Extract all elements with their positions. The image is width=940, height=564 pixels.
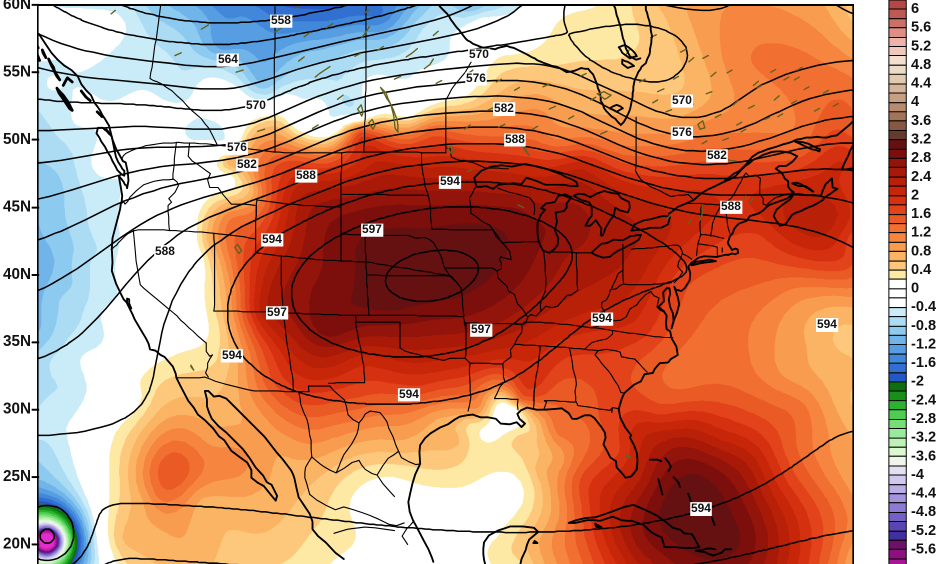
svg-text:4.4: 4.4: [911, 76, 932, 92]
svg-text:-2.4: -2.4: [911, 392, 937, 408]
svg-text:-2.8: -2.8: [911, 411, 936, 427]
svg-text:0.8: 0.8: [911, 243, 931, 259]
svg-text:588: 588: [155, 244, 175, 258]
svg-text:594: 594: [262, 232, 282, 246]
svg-text:594: 594: [222, 348, 242, 362]
svg-text:564: 564: [218, 52, 238, 66]
svg-text:40N: 40N: [3, 266, 31, 283]
svg-text:594: 594: [399, 387, 419, 401]
svg-text:-1.2: -1.2: [911, 336, 936, 352]
svg-text:594: 594: [817, 317, 837, 331]
svg-text:594: 594: [592, 311, 612, 325]
svg-text:0.4: 0.4: [911, 262, 932, 278]
svg-text:588: 588: [721, 199, 741, 213]
svg-text:2: 2: [911, 187, 919, 203]
svg-text:55N: 55N: [3, 63, 31, 80]
svg-text:558: 558: [271, 13, 291, 27]
svg-text:-4: -4: [911, 467, 925, 483]
svg-text:-4.8: -4.8: [911, 504, 936, 520]
svg-text:4: 4: [911, 94, 920, 110]
svg-text:30N: 30N: [3, 401, 31, 418]
svg-text:570: 570: [469, 47, 489, 61]
svg-text:-0.4: -0.4: [911, 299, 937, 315]
svg-text:4.8: 4.8: [911, 57, 931, 73]
svg-text:-1.6: -1.6: [911, 355, 936, 371]
svg-text:570: 570: [672, 93, 692, 107]
svg-text:-2: -2: [911, 374, 924, 390]
svg-text:-3.2: -3.2: [911, 430, 936, 446]
svg-text:582: 582: [237, 157, 257, 171]
svg-text:597: 597: [471, 322, 491, 336]
svg-text:-3.6: -3.6: [911, 448, 936, 464]
svg-text:-5.2: -5.2: [911, 523, 936, 539]
svg-text:2.4: 2.4: [911, 169, 932, 185]
svg-text:45N: 45N: [3, 198, 31, 215]
svg-text:3.2: 3.2: [911, 132, 931, 148]
svg-text:20N: 20N: [3, 536, 31, 553]
svg-text:2.8: 2.8: [911, 150, 931, 166]
svg-text:25N: 25N: [3, 468, 31, 485]
svg-text:582: 582: [494, 101, 514, 115]
svg-text:3.6: 3.6: [911, 113, 931, 129]
svg-text:597: 597: [267, 305, 287, 319]
svg-text:576: 576: [672, 125, 692, 139]
svg-text:1.6: 1.6: [911, 206, 931, 222]
svg-text:597: 597: [362, 222, 382, 236]
svg-text:576: 576: [227, 140, 247, 154]
svg-text:576: 576: [466, 71, 486, 85]
svg-text:5.6: 5.6: [911, 20, 931, 36]
svg-text:35N: 35N: [3, 333, 31, 350]
svg-text:6: 6: [911, 1, 919, 17]
svg-text:1.2: 1.2: [911, 225, 931, 241]
svg-text:588: 588: [505, 132, 525, 146]
svg-text:5.2: 5.2: [911, 38, 931, 54]
svg-text:-0.8: -0.8: [911, 318, 936, 334]
svg-text:582: 582: [707, 148, 727, 162]
svg-text:570: 570: [246, 98, 266, 112]
svg-text:588: 588: [296, 168, 316, 182]
svg-text:-4.4: -4.4: [911, 486, 937, 502]
svg-text:594: 594: [440, 174, 460, 188]
svg-text:-5.6: -5.6: [911, 541, 936, 557]
svg-text:50N: 50N: [3, 131, 31, 148]
svg-text:594: 594: [691, 501, 711, 515]
svg-text:60N: 60N: [3, 0, 31, 13]
svg-text:0: 0: [911, 281, 919, 297]
